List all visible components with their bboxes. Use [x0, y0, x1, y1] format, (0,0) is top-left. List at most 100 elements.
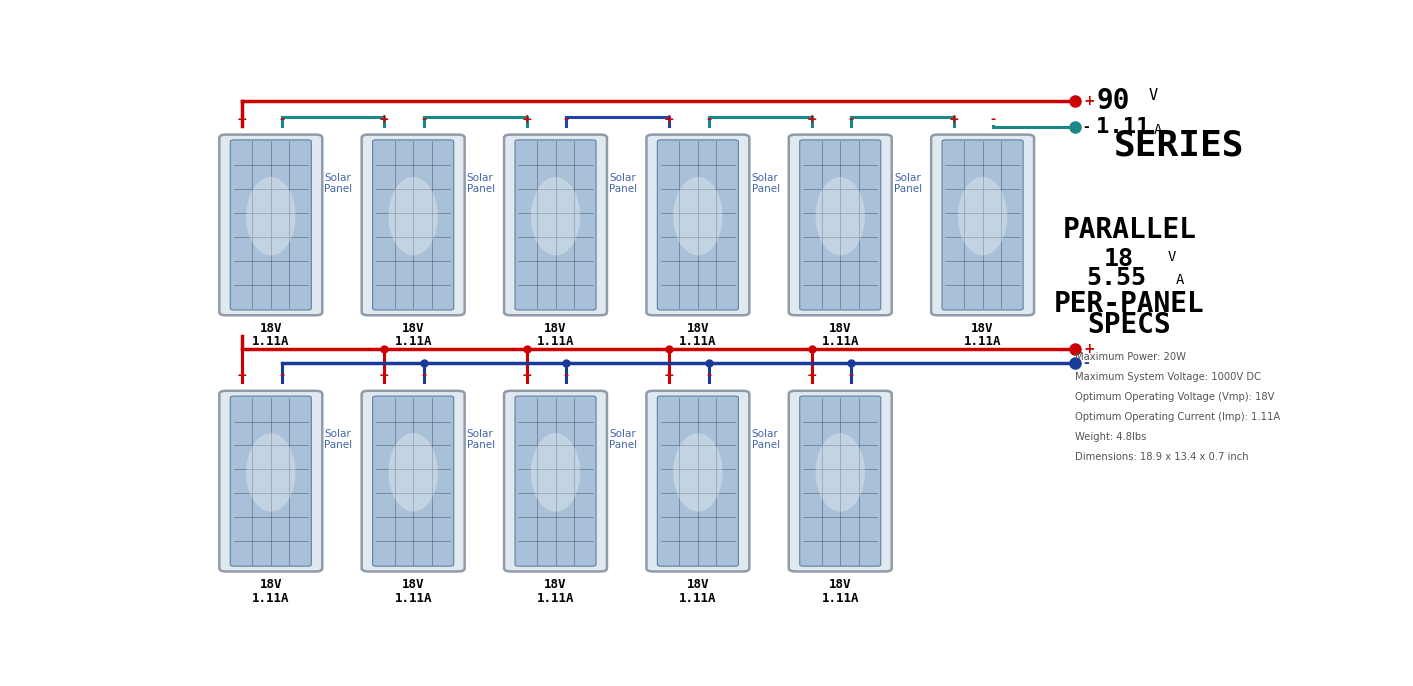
FancyBboxPatch shape — [362, 391, 465, 571]
Text: 18V: 18V — [544, 322, 567, 335]
Text: 1.11A: 1.11A — [680, 591, 716, 604]
Text: -: - — [1084, 120, 1089, 134]
Text: -: - — [564, 369, 569, 382]
Text: Solar
Panel: Solar Panel — [609, 429, 637, 451]
Text: 1.11A: 1.11A — [252, 591, 290, 604]
Text: PARALLEL: PARALLEL — [1063, 216, 1197, 244]
Ellipse shape — [815, 177, 865, 255]
Text: 1.11A: 1.11A — [680, 335, 716, 348]
Text: +: + — [521, 369, 533, 382]
Ellipse shape — [246, 177, 295, 255]
FancyBboxPatch shape — [504, 391, 608, 571]
Text: +: + — [807, 113, 817, 126]
Text: 18V: 18V — [544, 578, 567, 591]
Text: -: - — [706, 113, 711, 126]
Text: +: + — [807, 369, 817, 382]
FancyBboxPatch shape — [800, 396, 880, 566]
FancyBboxPatch shape — [362, 134, 465, 316]
Text: PER-PANEL: PER-PANEL — [1054, 290, 1205, 318]
Text: -: - — [848, 113, 853, 126]
Text: -: - — [421, 369, 427, 382]
FancyBboxPatch shape — [219, 391, 322, 571]
FancyBboxPatch shape — [646, 134, 749, 316]
Text: 18V: 18V — [687, 322, 709, 335]
FancyBboxPatch shape — [788, 391, 892, 571]
Ellipse shape — [673, 177, 722, 255]
Text: Solar
Panel: Solar Panel — [752, 173, 780, 194]
FancyBboxPatch shape — [504, 134, 608, 316]
Text: 1.11A: 1.11A — [964, 335, 1002, 348]
Text: Solar
Panel: Solar Panel — [466, 173, 495, 194]
FancyBboxPatch shape — [657, 140, 739, 310]
Text: 18: 18 — [1104, 247, 1133, 271]
Text: 18V: 18V — [260, 578, 283, 591]
Text: 1.11A: 1.11A — [821, 335, 859, 348]
Text: Optimum Operating Current (Imp): 1.11A: Optimum Operating Current (Imp): 1.11A — [1074, 412, 1280, 422]
Text: 18V: 18V — [971, 322, 993, 335]
FancyBboxPatch shape — [657, 396, 739, 566]
Text: -: - — [278, 113, 284, 126]
Text: 1.11A: 1.11A — [537, 591, 574, 604]
Text: -: - — [706, 369, 711, 382]
Text: +: + — [1084, 94, 1095, 108]
Text: 1.11: 1.11 — [1096, 117, 1150, 137]
Text: Maximum System Voltage: 1000V DC: Maximum System Voltage: 1000V DC — [1074, 372, 1260, 382]
FancyBboxPatch shape — [788, 134, 892, 316]
Text: V: V — [1149, 88, 1159, 103]
Ellipse shape — [389, 433, 438, 512]
Text: -: - — [278, 369, 284, 382]
FancyBboxPatch shape — [942, 140, 1023, 310]
Text: 5.55: 5.55 — [1087, 265, 1146, 289]
Text: +: + — [948, 113, 959, 126]
FancyBboxPatch shape — [646, 391, 749, 571]
Text: 18V: 18V — [687, 578, 709, 591]
Text: 1.11A: 1.11A — [394, 591, 432, 604]
Text: +: + — [664, 113, 674, 126]
Text: -: - — [564, 113, 569, 126]
Text: 18V: 18V — [401, 322, 424, 335]
Text: 1.11A: 1.11A — [394, 335, 432, 348]
FancyBboxPatch shape — [800, 140, 880, 310]
Text: 1.11A: 1.11A — [252, 335, 290, 348]
FancyBboxPatch shape — [514, 396, 596, 566]
FancyBboxPatch shape — [230, 396, 311, 566]
Text: +: + — [1084, 342, 1095, 356]
Ellipse shape — [531, 433, 581, 512]
FancyBboxPatch shape — [219, 134, 322, 316]
Ellipse shape — [958, 177, 1007, 255]
Text: Solar
Panel: Solar Panel — [752, 429, 780, 451]
FancyBboxPatch shape — [373, 140, 454, 310]
Text: 18V: 18V — [260, 322, 283, 335]
Text: +: + — [379, 369, 390, 382]
FancyBboxPatch shape — [514, 140, 596, 310]
Text: 1.11A: 1.11A — [821, 591, 859, 604]
Ellipse shape — [246, 433, 295, 512]
Text: A: A — [1153, 123, 1161, 137]
FancyBboxPatch shape — [931, 134, 1034, 316]
Text: -: - — [848, 369, 853, 382]
Text: -: - — [991, 113, 996, 126]
Text: Solar
Panel: Solar Panel — [894, 173, 923, 194]
FancyBboxPatch shape — [373, 396, 454, 566]
Text: 90: 90 — [1096, 87, 1130, 115]
Text: +: + — [379, 113, 390, 126]
Ellipse shape — [531, 177, 581, 255]
Text: Solar
Panel: Solar Panel — [609, 173, 637, 194]
Text: 1.11A: 1.11A — [537, 335, 574, 348]
Text: Solar
Panel: Solar Panel — [325, 173, 353, 194]
Text: Solar
Panel: Solar Panel — [466, 429, 495, 451]
Text: SERIES: SERIES — [1113, 129, 1243, 163]
Ellipse shape — [815, 433, 865, 512]
Ellipse shape — [673, 433, 722, 512]
FancyBboxPatch shape — [230, 140, 311, 310]
Text: 18V: 18V — [401, 578, 424, 591]
Text: +: + — [664, 369, 674, 382]
Text: A: A — [1176, 274, 1184, 287]
Text: +: + — [237, 113, 247, 126]
Ellipse shape — [389, 177, 438, 255]
Text: +: + — [237, 369, 247, 382]
Text: Optimum Operating Voltage (Vmp): 18V: Optimum Operating Voltage (Vmp): 18V — [1074, 392, 1275, 402]
Text: Dimensions: 18.9 x 13.4 x 0.7 inch: Dimensions: 18.9 x 13.4 x 0.7 inch — [1074, 452, 1248, 462]
Text: -: - — [421, 113, 427, 126]
Text: Weight: 4.8lbs: Weight: 4.8lbs — [1074, 432, 1146, 442]
